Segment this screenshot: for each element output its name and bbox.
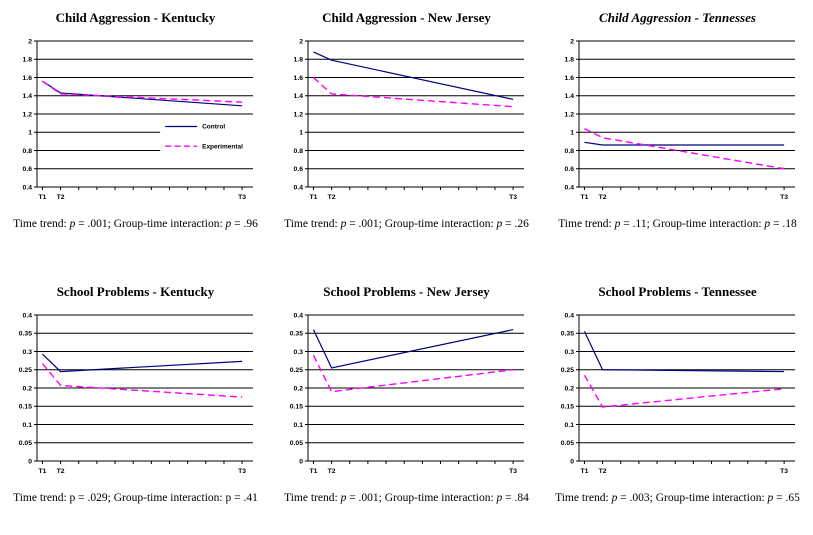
svg-text:0.25: 0.25 xyxy=(289,367,302,374)
svg-text:0.2: 0.2 xyxy=(22,385,32,392)
svg-text:1.6: 1.6 xyxy=(564,75,574,82)
chart-child-aggression-new-jersey: Child Aggression - New Jersey 2 1.8 1.6 1.4… xyxy=(271,3,542,259)
svg-text:0.4: 0.4 xyxy=(564,184,574,191)
svg-text:T2: T2 xyxy=(598,468,606,475)
line-plot-school-problems-new-jersey: 0.4 0.35 0.3 0.25 0.2 0.15 0.1 0.05 0 T1 T2 T3 xyxy=(289,312,524,475)
chart-caption: Time trend: p = .003; Group-time interac… xyxy=(555,492,800,504)
svg-text:0.6: 0.6 xyxy=(293,166,303,173)
svg-text:0.1: 0.1 xyxy=(564,422,574,429)
svg-text:0.4: 0.4 xyxy=(22,312,32,319)
svg-text:Control: Control xyxy=(202,124,225,131)
svg-text:T2: T2 xyxy=(56,194,64,201)
svg-text:1.2: 1.2 xyxy=(22,111,32,118)
svg-text:0.8: 0.8 xyxy=(293,148,303,155)
svg-text:0.35: 0.35 xyxy=(289,331,302,338)
svg-text:1.6: 1.6 xyxy=(22,75,32,82)
svg-text:0.2: 0.2 xyxy=(564,385,574,392)
svg-text:0.05: 0.05 xyxy=(18,440,31,447)
svg-text:T3: T3 xyxy=(509,468,517,475)
svg-text:0.2: 0.2 xyxy=(293,385,303,392)
svg-text:2: 2 xyxy=(299,38,303,45)
svg-text:T2: T2 xyxy=(598,194,606,201)
svg-text:T3: T3 xyxy=(509,194,517,201)
svg-text:0.8: 0.8 xyxy=(22,148,32,155)
svg-text:0.05: 0.05 xyxy=(289,440,302,447)
chart-caption: Time trend: p = .11; Group-time interact… xyxy=(558,218,797,230)
svg-text:0.1: 0.1 xyxy=(293,422,303,429)
chart-caption: Time trend: p = .001; Group-time interac… xyxy=(284,492,529,504)
line-plot-child-aggression-tennessee: 2 1.8 1.6 1.4 1.2 1 0.8 0.6 0.4 T1 T2 T3 xyxy=(564,38,795,201)
svg-text:1: 1 xyxy=(28,130,32,137)
line-plot-school-problems-kentucky: 0.4 0.35 0.3 0.25 0.2 0.15 0.1 0.05 0 T1 T2 T3 xyxy=(18,312,253,475)
svg-text:T1: T1 xyxy=(580,468,588,475)
svg-text:0.4: 0.4 xyxy=(22,184,32,191)
svg-text:1: 1 xyxy=(570,130,574,137)
chart-caption: Time trend: p = .029; Group-time interac… xyxy=(13,492,258,504)
chart-caption: Time trend: p = .001; Group-time interac… xyxy=(13,218,258,230)
chart-child-aggression-tennessee: Child Aggression - Tennesses 2 1.8 1.6 1.4 1… xyxy=(542,3,813,259)
chart-caption: Time trend: p = .001; Group-time interac… xyxy=(284,218,529,230)
chart-school-problems-new-jersey: School Problems - New Jersey 0.4 0.35 0.3 0… xyxy=(271,277,542,533)
chart-title: Child Aggression - Tennesses xyxy=(599,10,756,25)
svg-text:T3: T3 xyxy=(780,468,788,475)
svg-text:T3: T3 xyxy=(238,468,246,475)
line-plot-child-aggression-new-jersey: 2 1.8 1.6 1.4 1.2 1 0.8 0.6 0.4 T1 T2 T3 xyxy=(293,38,524,201)
svg-text:0.6: 0.6 xyxy=(564,166,574,173)
svg-text:0.15: 0.15 xyxy=(560,404,573,411)
chart-school-problems-kentucky: School Problems - Kentucky 0.4 0.35 0.3 0.2… xyxy=(0,277,271,533)
svg-text:0.4: 0.4 xyxy=(293,184,303,191)
svg-text:1: 1 xyxy=(299,130,303,137)
chart-school-problems-tennessee: School Problems - Tennessee 0.4 0.35 0.3 0.… xyxy=(542,277,813,533)
chart-child-aggression-kentucky: Child Aggression - Kentucky 2 1.8 1.6 1.4 1.… xyxy=(0,3,271,259)
svg-text:Experimental: Experimental xyxy=(202,143,243,150)
svg-text:T1: T1 xyxy=(309,468,317,475)
chart-title: School Problems - Tennessee xyxy=(598,284,757,299)
line-plot-child-aggression-kentucky: 2 1.8 1.6 1.4 1.2 1 0.8 0.6 0.4 T1 T2 T3 Control Expe… xyxy=(22,38,253,201)
svg-text:T2: T2 xyxy=(327,468,335,475)
svg-text:1.8: 1.8 xyxy=(22,57,32,64)
svg-text:0: 0 xyxy=(570,458,574,465)
chart-title: School Problems - New Jersey xyxy=(323,284,490,299)
svg-text:0: 0 xyxy=(299,458,303,465)
svg-text:1.4: 1.4 xyxy=(22,93,32,100)
svg-text:T1: T1 xyxy=(38,468,46,475)
chart-title: Child Aggression - Kentucky xyxy=(55,10,216,25)
svg-text:T3: T3 xyxy=(238,194,246,201)
svg-text:0: 0 xyxy=(28,458,32,465)
svg-text:0.15: 0.15 xyxy=(18,404,31,411)
svg-text:1.2: 1.2 xyxy=(293,111,303,118)
svg-text:1.2: 1.2 xyxy=(564,111,574,118)
svg-text:0.25: 0.25 xyxy=(18,367,31,374)
svg-text:0.35: 0.35 xyxy=(560,331,573,338)
svg-text:1.4: 1.4 xyxy=(564,93,574,100)
svg-text:0.35: 0.35 xyxy=(18,331,31,338)
svg-text:0.3: 0.3 xyxy=(22,349,32,356)
svg-text:1.8: 1.8 xyxy=(293,57,303,64)
svg-text:T3: T3 xyxy=(780,194,788,201)
svg-text:2: 2 xyxy=(570,38,574,45)
svg-text:0.3: 0.3 xyxy=(564,349,574,356)
svg-text:1.8: 1.8 xyxy=(564,57,574,64)
svg-text:T1: T1 xyxy=(580,194,588,201)
chart-title: School Problems - Kentucky xyxy=(56,284,215,299)
svg-text:T1: T1 xyxy=(38,194,46,201)
svg-text:1.4: 1.4 xyxy=(293,93,303,100)
line-plot-school-problems-tennessee: 0.4 0.35 0.3 0.25 0.2 0.15 0.1 0.05 0 T1 T2 T3 xyxy=(560,312,795,475)
svg-text:T2: T2 xyxy=(56,468,64,475)
svg-text:T2: T2 xyxy=(327,194,335,201)
svg-text:0.05: 0.05 xyxy=(560,440,573,447)
svg-text:2: 2 xyxy=(28,38,32,45)
svg-text:0.15: 0.15 xyxy=(289,404,302,411)
chart-title: Child Aggression - New Jersey xyxy=(322,10,491,25)
svg-text:1.6: 1.6 xyxy=(293,75,303,82)
svg-text:T1: T1 xyxy=(309,194,317,201)
svg-text:0.8: 0.8 xyxy=(564,148,574,155)
svg-text:0.25: 0.25 xyxy=(560,367,573,374)
svg-text:0.1: 0.1 xyxy=(22,422,32,429)
svg-text:0.4: 0.4 xyxy=(564,312,574,319)
svg-text:0.6: 0.6 xyxy=(22,166,32,173)
svg-text:0.3: 0.3 xyxy=(293,349,303,356)
svg-text:0.4: 0.4 xyxy=(293,312,303,319)
